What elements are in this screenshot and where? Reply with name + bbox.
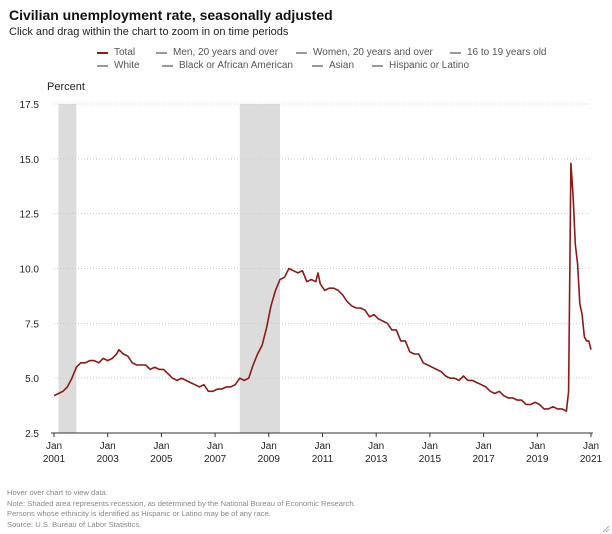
footnote-ethnicity: Persons whose ethnicity is identified as… bbox=[7, 509, 271, 518]
x-tick-label-year: 2011 bbox=[312, 454, 334, 465]
legend-item-16-to-19[interactable]: 16 to 19 years old bbox=[450, 47, 547, 58]
x-tick-label-year: 2019 bbox=[526, 454, 549, 465]
x-tick-label-month: Jan bbox=[529, 441, 545, 452]
legend-item-white[interactable]: White bbox=[97, 60, 140, 71]
x-tick-label-month: Jan bbox=[476, 441, 492, 452]
line-chart[interactable]: 2.5 5.0 7.5 10.0 12.5 15.0 17.5 Jan 2001 Jan 2003 J… bbox=[0, 75, 612, 475]
x-tick-label-year: 2001 bbox=[43, 454, 66, 465]
legend-item-black[interactable]: Black or African American bbox=[162, 60, 293, 71]
footnote-hover: Hover over chart to view data. bbox=[7, 488, 108, 497]
y-tick-label: 12.5 bbox=[20, 210, 40, 221]
series-lines bbox=[53, 162, 592, 412]
x-tick-label-month: Jan bbox=[207, 441, 223, 452]
x-tick-label-month: Jan bbox=[314, 441, 330, 452]
legend-swatch bbox=[372, 64, 383, 67]
y-tick-label: 15.0 bbox=[20, 155, 40, 166]
x-tick-label-year: 2013 bbox=[365, 454, 388, 465]
x-tick-label-month: Jan bbox=[422, 441, 438, 452]
legend-item-total[interactable]: Total bbox=[97, 47, 135, 58]
legend-swatch bbox=[450, 51, 461, 54]
x-tick-label-year: 2007 bbox=[204, 454, 227, 465]
legend-swatch bbox=[97, 64, 108, 67]
chart-subtitle: Click and drag within the chart to zoom … bbox=[9, 26, 289, 38]
x-tick-label-month: Jan bbox=[153, 441, 169, 452]
legend-label: Black or African American bbox=[179, 60, 293, 71]
y-tick-label: 2.5 bbox=[25, 429, 39, 440]
recession-band bbox=[58, 104, 77, 433]
y-tick-label: 5.0 bbox=[25, 374, 39, 385]
legend-label: Total bbox=[114, 47, 136, 58]
chart-title: Civilian unemployment rate, seasonally a… bbox=[9, 7, 333, 23]
legend-swatch bbox=[97, 51, 108, 54]
x-tick-label-year: 2017 bbox=[472, 454, 495, 465]
series-line-total bbox=[53, 162, 592, 412]
y-tick-label: 17.5 bbox=[20, 100, 40, 111]
legend-label: Hispanic or Latino bbox=[389, 60, 470, 71]
y-tick-label: 10.0 bbox=[20, 265, 40, 276]
legend-label: White bbox=[114, 60, 140, 71]
axes: 2.5 5.0 7.5 10.0 12.5 15.0 17.5 Jan 2001 Jan 2003 J… bbox=[20, 100, 603, 465]
y-tick-label: 7.5 bbox=[25, 319, 39, 330]
x-tick-label-year: 2009 bbox=[258, 454, 281, 465]
legend-item-men-20-over[interactable]: Men, 20 years and over bbox=[156, 47, 278, 58]
x-tick-label-month: Jan bbox=[261, 441, 277, 452]
legend-label: 16 to 19 years old bbox=[467, 47, 547, 58]
x-tick-label-month: Jan bbox=[583, 441, 599, 452]
x-tick-label-year: 2015 bbox=[419, 454, 442, 465]
legend-swatch bbox=[162, 64, 173, 67]
x-tick-label-year: 2005 bbox=[150, 454, 173, 465]
x-tick-label-month: Jan bbox=[46, 441, 62, 452]
footnotes: Hover over chart to view data. Note: Sha… bbox=[7, 488, 356, 530]
legend-label: Men, 20 years and over bbox=[173, 47, 279, 58]
legend-label: Asian bbox=[329, 60, 355, 71]
footnote-recession: Note: Shaded area represents recession, … bbox=[7, 498, 356, 508]
legend-item-hispanic[interactable]: Hispanic or Latino bbox=[372, 60, 469, 71]
resize-grip-icon[interactable] bbox=[602, 525, 609, 532]
legend-item-asian[interactable]: Asian bbox=[312, 60, 354, 71]
x-tick-label-year: 2003 bbox=[97, 454, 120, 465]
legend-swatch bbox=[156, 51, 167, 54]
footnote-source: Source: U.S. Bureau of Labor Statistics. bbox=[7, 519, 142, 529]
legend-swatch bbox=[312, 64, 323, 67]
y-axis-label: Percent bbox=[47, 81, 85, 93]
legend-label: Women, 20 years and over bbox=[313, 47, 433, 58]
chart-legend: Total Men, 20 years and over Women, 20 y… bbox=[0, 47, 612, 73]
legend-item-women-20-over[interactable]: Women, 20 years and over bbox=[296, 47, 433, 58]
x-tick-label-month: Jan bbox=[368, 441, 384, 452]
x-tick-label-year: 2021 bbox=[580, 454, 603, 465]
gridlines bbox=[54, 103, 591, 379]
legend-swatch bbox=[296, 51, 307, 54]
x-tick-label-month: Jan bbox=[100, 441, 116, 452]
